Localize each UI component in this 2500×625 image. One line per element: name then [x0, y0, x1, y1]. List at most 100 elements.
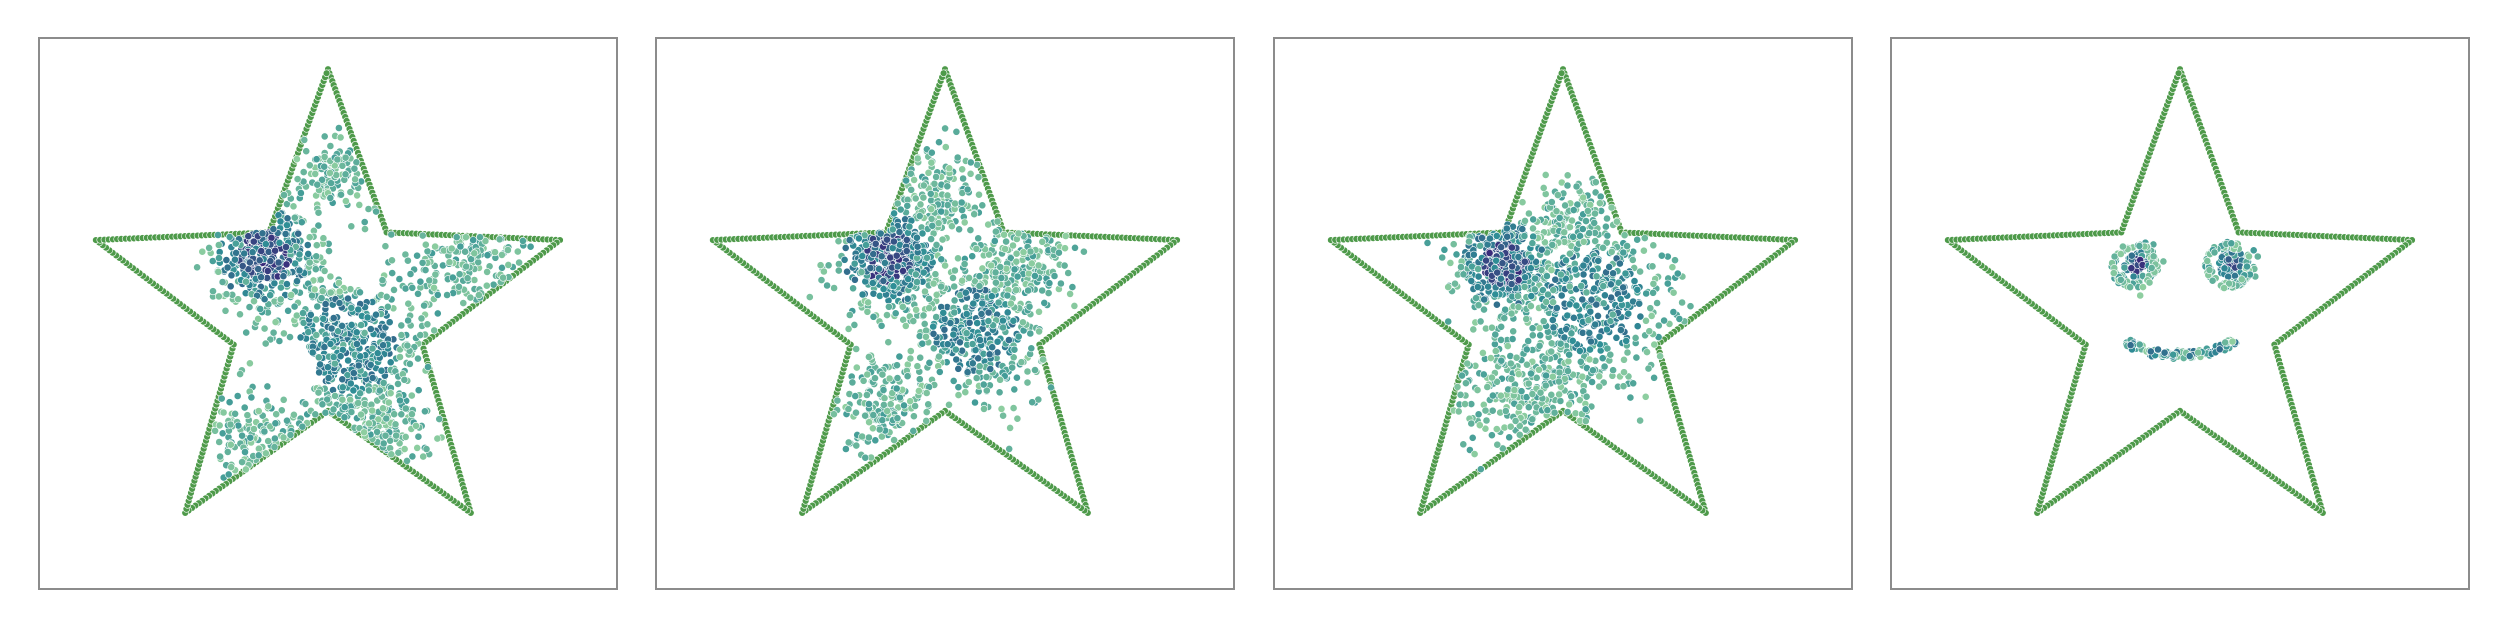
data-point	[316, 275, 325, 284]
data-point	[341, 170, 350, 179]
data-point	[817, 276, 826, 284]
data-point	[315, 368, 323, 377]
data-point	[302, 147, 311, 156]
data-point	[357, 321, 365, 329]
data-point	[433, 309, 442, 318]
data-point	[937, 255, 946, 264]
data-point	[383, 302, 392, 311]
data-point	[1482, 416, 1491, 425]
data-point	[1573, 200, 1582, 209]
data-point	[1631, 333, 1640, 342]
data-point	[260, 295, 269, 304]
data-point	[334, 278, 343, 287]
data-point	[1068, 283, 1077, 291]
data-point	[263, 382, 272, 391]
data-point	[940, 325, 949, 334]
data-point	[326, 339, 335, 348]
data-point	[1490, 340, 1499, 349]
data-point	[226, 282, 235, 291]
data-point	[255, 256, 264, 265]
data-point	[877, 432, 886, 441]
data-point	[513, 247, 522, 256]
data-point	[982, 386, 991, 395]
data-point	[1563, 181, 1572, 190]
data-point	[1552, 207, 1561, 216]
data-point	[459, 299, 468, 307]
data-point	[245, 303, 254, 311]
data-point	[1012, 257, 1021, 266]
data-point	[1567, 392, 1576, 401]
data-point	[387, 450, 396, 459]
data-point	[1461, 400, 1469, 408]
data-point	[1562, 325, 1571, 334]
data-point	[1497, 335, 1505, 344]
data-point	[911, 402, 919, 410]
data-point	[841, 243, 850, 252]
data-point	[1066, 289, 1074, 298]
data-point	[242, 328, 251, 337]
data-point	[314, 208, 323, 217]
data-point	[276, 283, 285, 292]
data-point	[1594, 311, 1602, 320]
data-point	[871, 239, 880, 248]
data-point	[240, 403, 249, 412]
data-point	[850, 275, 859, 284]
data-point	[968, 340, 977, 348]
data-point	[966, 226, 975, 234]
data-point	[361, 225, 369, 233]
data-point	[407, 410, 416, 419]
data-point	[1648, 262, 1657, 271]
data-point	[909, 317, 918, 325]
data-point	[849, 284, 857, 293]
data-point	[1647, 311, 1656, 320]
data-point	[1047, 383, 1055, 392]
data-point	[1576, 357, 1585, 366]
data-point	[950, 296, 959, 305]
data-point	[913, 362, 922, 371]
data-point	[1615, 259, 1624, 268]
data-point	[974, 354, 983, 363]
data-point	[830, 284, 838, 292]
data-point	[352, 340, 361, 348]
data-point	[1671, 256, 1679, 265]
data-point	[261, 339, 270, 348]
data-point	[340, 413, 349, 422]
data-point	[999, 411, 1007, 420]
data-point	[1619, 248, 1628, 257]
data-point	[443, 291, 451, 299]
data-point	[958, 346, 966, 355]
data-point	[281, 229, 290, 238]
data-point	[864, 352, 873, 361]
data-point	[1018, 318, 1027, 327]
data-point	[1541, 354, 1550, 363]
data-point	[864, 433, 873, 442]
data-point	[382, 414, 391, 423]
data-point	[1602, 325, 1611, 334]
data-point	[1639, 246, 1648, 255]
data-point	[1493, 377, 1501, 386]
data-point	[1476, 465, 1485, 474]
data-point	[1488, 391, 1497, 400]
scatter-panel-1	[38, 37, 618, 590]
data-point	[360, 328, 369, 337]
data-point	[1585, 328, 1594, 337]
data-point	[401, 432, 410, 441]
data-point	[269, 328, 278, 337]
data-point	[906, 354, 915, 363]
data-point	[1603, 231, 1612, 240]
data-point	[1578, 328, 1587, 337]
data-point	[1463, 359, 1472, 368]
data-point	[945, 400, 953, 409]
data-point	[924, 168, 933, 177]
data-point	[1586, 345, 1594, 354]
data-point	[900, 401, 908, 410]
data-point	[515, 258, 523, 267]
data-point	[1649, 288, 1657, 297]
data-point	[1675, 314, 1684, 323]
data-point	[1568, 216, 1576, 225]
data-point	[1508, 335, 1517, 343]
data-point	[1002, 237, 1010, 246]
data-point	[943, 191, 952, 200]
data-point	[482, 281, 491, 290]
data-point	[869, 411, 878, 419]
